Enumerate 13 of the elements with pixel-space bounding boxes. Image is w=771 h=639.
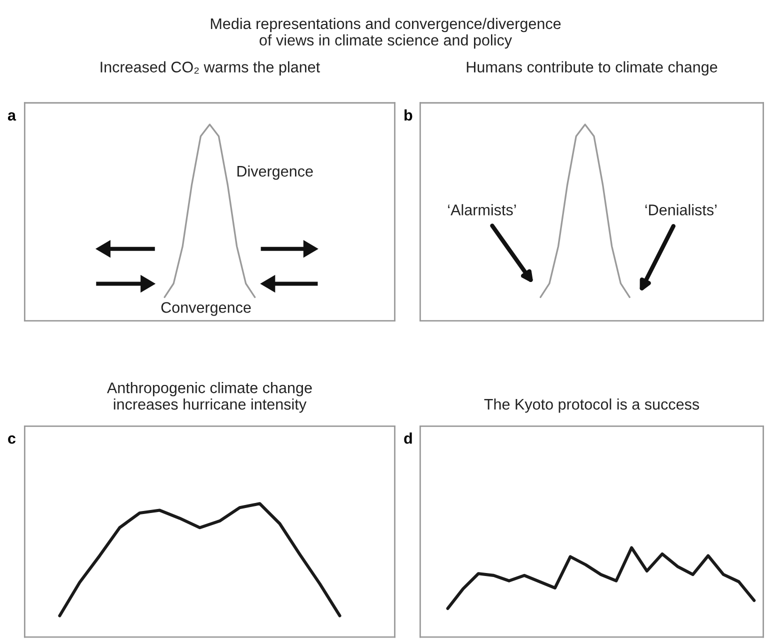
annotation: Convergence [161, 302, 251, 316]
text: a [8, 112, 16, 121]
chart-title: The Kyoto protocol is a success [484, 398, 700, 413]
chart-title: Increased CO₂ warms the planet [100, 61, 320, 76]
chart-title: Anthropogenic climate change increases hurricane intensity [106, 382, 312, 413]
annotation: Divergence [237, 165, 313, 180]
text: ‘Alarmists’ [448, 204, 516, 216]
chart-title: Humans contribute to climate change [466, 61, 718, 76]
text: c [8, 435, 16, 444]
text: Media representations and convergence/divergence of views in climate science and policy [210, 18, 561, 49]
text: b [404, 109, 412, 121]
text: ‘Denialists’ [645, 204, 717, 216]
text: d [404, 432, 412, 444]
